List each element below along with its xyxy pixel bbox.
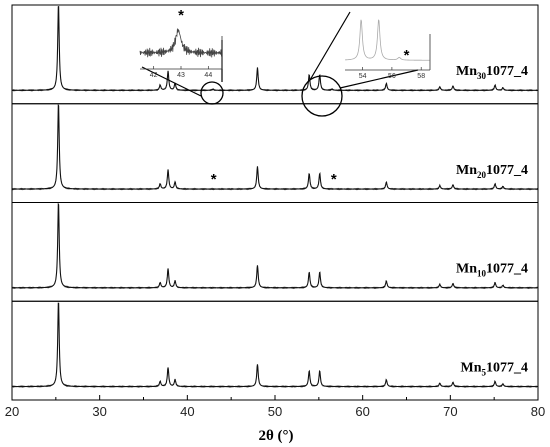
zoom-circle [301,75,343,117]
callout-line [309,11,351,81]
x-axis-label: 2θ (°) [258,428,293,444]
annotation-stars: * * [211,171,337,188]
panel-border [11,300,539,401]
inset-tick-label: 44 [204,72,212,79]
inset-line [139,28,223,58]
callout-line [339,69,419,89]
inset-tick-label: 54 [359,73,367,80]
sample-label: Mn51077_4 [461,360,529,377]
series-line [11,103,538,191]
series-line [11,5,539,92]
panel-border [11,202,539,302]
sample-label: Mn201077_4 [456,163,528,180]
panel-border [11,103,539,203]
x-tick-label: 80 [531,404,545,419]
x-axis: 20 30 40 50 60 70 80 [5,395,545,419]
zoom-callouts [141,11,419,117]
inset-star: * [404,47,410,64]
x-tick-label: 20 [5,404,19,419]
sample-labels: Mn301077_4 Mn201077_4 Mn101077_4 Mn51077_4 [456,64,528,377]
annotation-star: * [331,171,337,188]
x-tick-label: 30 [92,404,106,419]
sample-label: Mn101077_4 [456,262,528,279]
series-line [11,302,539,388]
inset-tick-label: 58 [417,73,425,80]
series-line [11,202,539,290]
zoom-circle [200,81,224,105]
insets: 42 43 44 * 54 56 58 * [139,7,431,80]
x-tick-label: 50 [268,404,282,419]
inset-star: * [178,7,184,24]
x-tick-label: 70 [443,404,457,419]
x-tick-label: 60 [355,404,369,419]
inset-tick-label: 56 [388,73,396,80]
inset-tick-label: 42 [150,72,158,79]
sample-label: Mn301077_4 [456,64,528,81]
panel-border [11,4,539,105]
inset-line [344,19,430,61]
x-tick-label: 40 [180,404,194,419]
inset-tick-label: 43 [177,72,185,79]
callout-line [141,66,202,97]
annotation-star: * [211,171,217,188]
series-lines [11,5,539,388]
